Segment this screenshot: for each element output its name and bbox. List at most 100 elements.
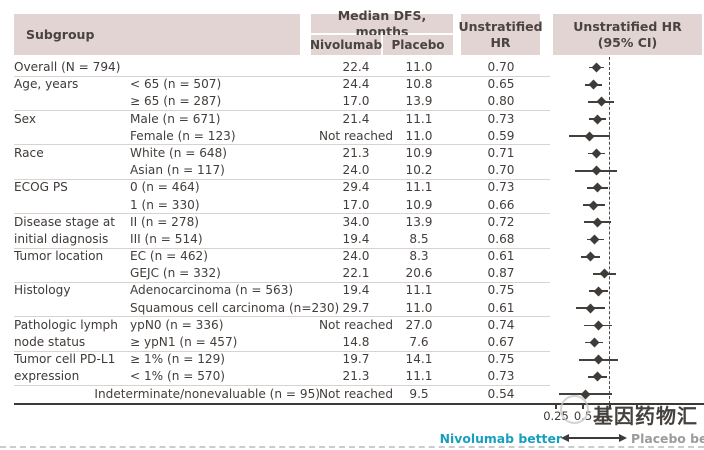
nivolumab-value: 19.4 bbox=[342, 283, 370, 298]
hr-diamond bbox=[589, 337, 600, 348]
placebo-value: 13.9 bbox=[405, 94, 433, 109]
table-row: Overall (N = 794) 22.4 11.0 0.70 bbox=[0, 59, 704, 76]
placebo-value: 11.1 bbox=[405, 283, 433, 298]
nivolumab-value: 19.7 bbox=[342, 352, 370, 367]
group-label: Race bbox=[14, 145, 44, 160]
subgroup-label: White (n = 648) bbox=[130, 145, 228, 160]
hr-value: 0.68 bbox=[487, 231, 515, 246]
right-arrow-icon bbox=[619, 433, 627, 442]
hr-diamond bbox=[585, 303, 596, 314]
subgroup-label: 0 (n = 464) bbox=[130, 180, 200, 195]
placebo-value: 8.5 bbox=[409, 231, 429, 246]
table-row: Race White (n = 648) 21.3 10.9 0.71 bbox=[0, 144, 704, 162]
placebo-value: 11.0 bbox=[405, 128, 433, 143]
hr-value: 0.73 bbox=[487, 369, 515, 384]
hr-value: 0.75 bbox=[487, 352, 515, 367]
hr-diamond bbox=[593, 354, 604, 365]
left-arrow-icon bbox=[561, 433, 569, 442]
group-label: Tumor cell PD-L1 bbox=[14, 352, 116, 367]
subgroup-label: ≥ 65 (n = 287) bbox=[130, 94, 222, 109]
table-row: ECOG PS 0 (n = 464) 29.4 11.1 0.73 bbox=[0, 178, 704, 196]
hr-value: 0.54 bbox=[487, 386, 515, 401]
placebo-value: 10.9 bbox=[405, 145, 433, 160]
hr-value: 0.70 bbox=[487, 163, 515, 178]
nivolumab-value: Not reached bbox=[318, 128, 394, 143]
subgroup-label: Squamous cell carcinoma (n=230) bbox=[130, 300, 340, 315]
nivolumab-value: 34.0 bbox=[342, 214, 370, 229]
subgroup-label: EC (n = 462) bbox=[130, 249, 208, 264]
subgroup-table-body: Overall (N = 794) 22.4 11.0 0.70 Age, years <… bbox=[0, 59, 704, 403]
hr-diamond bbox=[592, 217, 603, 228]
nivolumab-value: 22.4 bbox=[342, 60, 370, 74]
hr-diamond bbox=[593, 286, 604, 296]
nivolumab-value: 24.4 bbox=[342, 77, 370, 92]
forest-header-line1: Unstratified HR bbox=[573, 18, 682, 34]
subgroup-label: Adenocarcinoma (n = 563) bbox=[130, 283, 294, 298]
table-row: Pathologic lymph ypN0 (n = 336) Not reache… bbox=[0, 316, 704, 334]
placebo-value: 8.3 bbox=[409, 249, 429, 264]
group-separator bbox=[14, 110, 550, 112]
hr-value: 0.70 bbox=[487, 60, 515, 74]
nivolumab-value: 21.4 bbox=[342, 111, 370, 126]
placebo-better-label: Placebo better bbox=[631, 431, 704, 446]
subgroup-label: ≥ ypN1 (n = 457) bbox=[130, 335, 238, 349]
hr-value: 0.65 bbox=[487, 77, 515, 92]
nivolumab-value: 17.0 bbox=[342, 197, 370, 212]
hr-value: 0.61 bbox=[487, 300, 515, 315]
hr-diamond bbox=[591, 165, 602, 176]
group-label: Overall (N = 794) bbox=[14, 60, 121, 74]
placebo-value: 10.8 bbox=[405, 77, 433, 92]
group-label: Histology bbox=[14, 283, 71, 298]
hr-reference-line bbox=[609, 57, 610, 409]
nivolumab-header-label: Nivolumab bbox=[309, 37, 383, 52]
table-row: Sex Male (n = 671) 21.4 11.1 0.73 bbox=[0, 110, 704, 128]
table-row: Female (n = 123) Not reached 11.0 0.59 bbox=[0, 128, 704, 145]
group-label: initial diagnosis bbox=[14, 231, 109, 246]
group-label: Disease stage at bbox=[14, 214, 115, 229]
subgroup-label: ypN0 (n = 336) bbox=[130, 317, 224, 332]
column-header-unstratified-hr: Unstratified HR bbox=[458, 14, 543, 55]
subgroup-label: Male (n = 671) bbox=[130, 111, 221, 126]
hr-diamond bbox=[590, 234, 600, 245]
hr-diamond bbox=[588, 200, 599, 211]
watermark-logo-circle bbox=[560, 395, 589, 424]
placebo-value: 11.1 bbox=[405, 369, 433, 384]
group-separator bbox=[14, 178, 550, 180]
hr-value: 0.67 bbox=[487, 335, 515, 349]
table-row: GEJC (n = 332) 22.1 20.6 0.87 bbox=[0, 265, 704, 282]
table-row: Age, years < 65 (n = 507) 24.4 10.8 0.65 bbox=[0, 75, 704, 93]
column-header-median-dfs: Median DFS, months bbox=[311, 8, 453, 39]
nivolumab-value: 14.8 bbox=[342, 335, 370, 349]
hr-diamond bbox=[599, 268, 610, 279]
hr-value: 0.87 bbox=[487, 266, 515, 281]
placebo-value: 27.0 bbox=[405, 317, 433, 332]
placebo-value: 10.2 bbox=[405, 163, 433, 178]
group-label: node status bbox=[14, 335, 86, 349]
nivolumab-value: 19.4 bbox=[342, 231, 370, 246]
hr-value: 0.72 bbox=[487, 214, 515, 229]
group-separator bbox=[14, 144, 550, 146]
group-separator bbox=[14, 316, 550, 318]
table-row: Squamous cell carcinoma (n=230) 29.7 11.0 0… bbox=[0, 300, 704, 317]
group-separator bbox=[14, 350, 550, 352]
table-row: Disease stage at II (n = 278) 34.0 13.9 0.72 bbox=[0, 213, 704, 231]
hr-diamond bbox=[585, 251, 596, 262]
subgroup-label: II (n = 278) bbox=[130, 214, 199, 229]
hr-diamond bbox=[596, 97, 607, 107]
unstratified-hr-line2: HR bbox=[490, 34, 511, 50]
hr-diamond bbox=[592, 114, 603, 125]
nivolumab-value: 22.1 bbox=[342, 266, 370, 281]
group-label: Tumor location bbox=[14, 249, 104, 264]
nivolumab-value: 24.0 bbox=[342, 163, 370, 178]
hr-diamond bbox=[584, 131, 595, 142]
unstratified-hr-line1: Unstratified bbox=[458, 18, 543, 34]
nivolumab-value: 17.0 bbox=[342, 94, 370, 109]
hr-diamond bbox=[592, 372, 603, 382]
nivolumab-value: 21.3 bbox=[342, 145, 370, 160]
placebo-value: 7.6 bbox=[409, 335, 429, 349]
table-row: Asian (n = 117) 24.0 10.2 0.70 bbox=[0, 162, 704, 179]
direction-arrow-line bbox=[568, 437, 620, 439]
spanning-subgroup-label: Indeterminate/nonevaluable (n = 95) bbox=[94, 386, 320, 401]
page-dashed-divider bbox=[0, 446, 704, 448]
